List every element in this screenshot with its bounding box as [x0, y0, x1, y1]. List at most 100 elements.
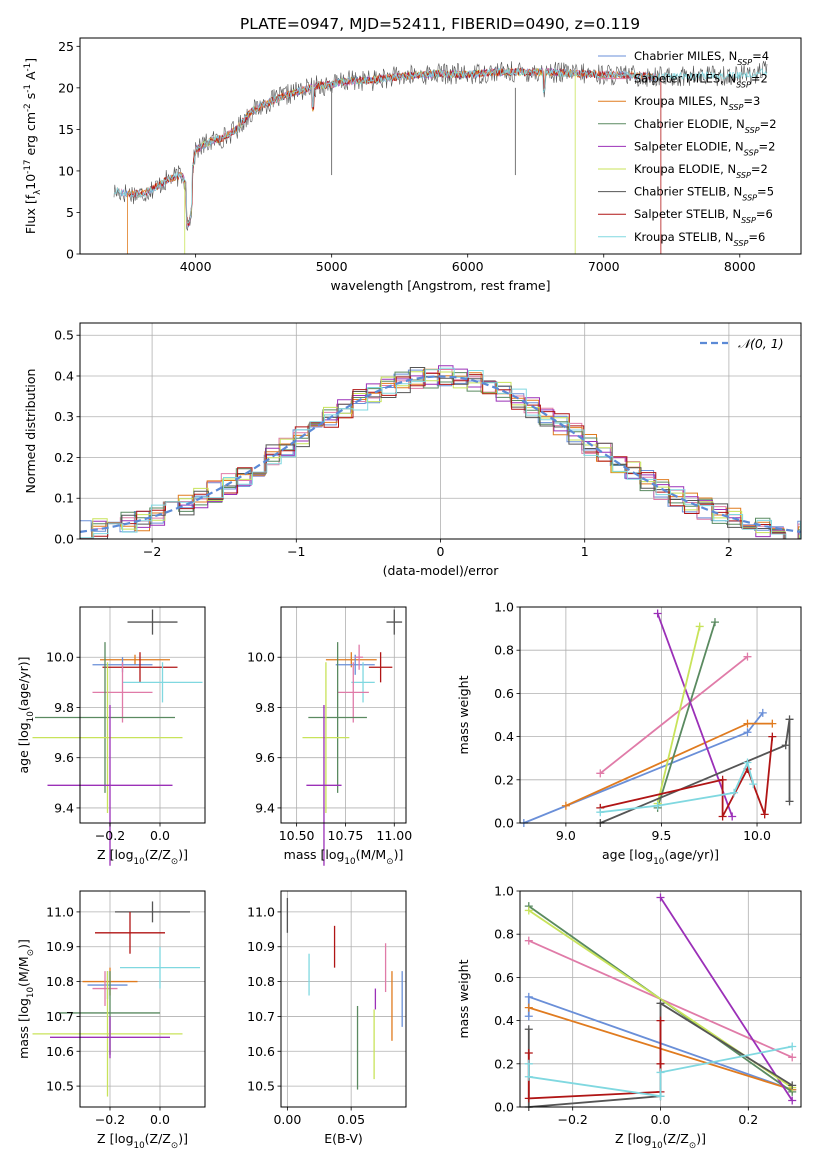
- x-tick-label: 6000: [452, 259, 484, 274]
- histogram-kroupa-elodie: [80, 371, 801, 539]
- y-tick-label: 10.6: [46, 1044, 74, 1059]
- histogram-kroupa-miles: [80, 368, 801, 539]
- data-point: [730, 788, 739, 797]
- y-tick-label: 9.4: [255, 800, 275, 815]
- series-kroupa-stelib: [524, 1042, 797, 1101]
- y-tick-label: 0.0: [54, 532, 74, 547]
- y-tick-label: 0.8: [494, 927, 514, 942]
- y-tick-label: 25: [58, 39, 74, 54]
- plot-area: [286, 897, 403, 1090]
- series-line: [600, 736, 774, 817]
- y-tick-label: 9.8: [255, 700, 275, 715]
- errorbar-point: [335, 654, 375, 675]
- plot-area: [80, 365, 801, 539]
- data-point: [524, 1012, 533, 1021]
- errorbar-point: [32, 971, 183, 1097]
- data-point: [758, 708, 767, 717]
- data-point: [596, 769, 605, 778]
- data-point: [710, 618, 719, 627]
- data-point: [524, 1003, 533, 1012]
- data-point: [656, 1059, 665, 1068]
- data-point: [524, 1094, 533, 1103]
- y-tick-label: 0.2: [494, 1056, 514, 1071]
- y-tick-label: 10.7: [46, 1009, 74, 1024]
- y-tick-label: 10.5: [247, 1079, 275, 1094]
- plot-area: [113, 60, 768, 254]
- grid-lines: [80, 607, 205, 823]
- errorbar-point: [308, 642, 367, 793]
- y-tick-label: 10: [58, 163, 74, 178]
- x-tick-label: −1: [287, 544, 305, 559]
- data-point: [524, 1025, 533, 1034]
- histogram-kroupa-stelib: [80, 367, 801, 539]
- series-salpeter-miles: [596, 652, 752, 778]
- legend: Chabrier MILES, NSSP=4 Salpeter MILES, NS…: [598, 49, 777, 247]
- data-point: [788, 1053, 797, 1062]
- data-point: [743, 758, 752, 767]
- series-line: [599, 655, 749, 775]
- series-line: [599, 719, 791, 824]
- data-point: [728, 812, 737, 821]
- axes-frame: [280, 890, 407, 1108]
- y-axis-label: age [log10(age/yr)]: [16, 656, 36, 773]
- y-axis-label: Flux [fλ10-17 erg cm-2 s-1 A-1]: [23, 58, 43, 234]
- data-point: [785, 797, 794, 806]
- y-tick-label: 0.6: [494, 970, 514, 985]
- data-point: [743, 652, 752, 661]
- panel-spectrum: 4000 5000 6000 7000 8000 0 5 10 15 20 25 wavelength…: [23, 37, 802, 293]
- series-kroupa-miles: [561, 719, 777, 810]
- y-tick-label: 11.0: [247, 904, 275, 919]
- y-tick-label: 11.0: [46, 904, 74, 919]
- panel-mass-vs-Z: −0.2 0.0 10.5 10.6 10.7 10.8 10.9 11.0 Z [log10(…: [16, 890, 206, 1151]
- x-tick-label: 1: [581, 544, 589, 559]
- y-tick-label: 10.5: [46, 1079, 74, 1094]
- x-axis-label: E(B-V): [324, 1131, 363, 1146]
- y-tick-label: 1.0: [494, 600, 514, 615]
- x-tick-label: 4000: [180, 259, 212, 274]
- axes-frame: [519, 890, 802, 1108]
- data-point: [785, 715, 794, 724]
- y-tick-label: 0.5: [54, 328, 74, 343]
- plot-area: [524, 893, 797, 1111]
- histogram-salpeter-elodie: [80, 365, 801, 539]
- errorbar-point: [351, 662, 375, 703]
- legend-label: Kroupa STELIB, NSSP=6: [634, 230, 765, 248]
- y-tick-label: 10.6: [247, 1044, 275, 1059]
- legend-label: Chabrier STELIB, NSSP=5: [634, 185, 774, 203]
- y-tick-label: 10.0: [46, 650, 74, 665]
- data-point: [788, 1096, 797, 1105]
- axes-frame: [79, 606, 206, 824]
- series-line: [656, 626, 701, 804]
- axes-frame: [79, 37, 802, 255]
- errorbar-point: [102, 652, 178, 683]
- series-salpeter-elodie: [656, 893, 797, 1105]
- panel-mass-vs-ebv: 0.00 0.05 10.5 10.6 10.7 10.8 10.9 11.0 E(B-V): [247, 890, 407, 1146]
- x-axis-label: Z [log10(Z/Z⊙)]: [615, 1131, 706, 1151]
- x-axis-label: (data-model)/error: [383, 563, 500, 578]
- y-tick-label: 0.2: [494, 772, 514, 787]
- data-point: [596, 808, 605, 817]
- histogram-chabrier-elodie: [80, 371, 801, 539]
- y-tick-label: 10.8: [46, 974, 74, 989]
- x-axis-label: Z [log10(Z/Z⊙)]: [97, 847, 188, 867]
- legend: 𝒩(0, 1): [700, 336, 784, 351]
- y-tick-label: 20: [58, 80, 74, 95]
- y-tick-label: 10.7: [247, 1009, 275, 1024]
- y-tick-label: 0.4: [54, 368, 74, 383]
- data-point: [768, 719, 777, 728]
- panel-age-vs-Z: −0.2 0.0 9.4 9.6 9.8 10.0 Z [log10(Z/Z⊙)] age […: [16, 606, 206, 867]
- spectrum-salpeter-elodie: [181, 67, 577, 226]
- data-point: [524, 992, 533, 1001]
- y-tick-label: 0: [66, 247, 74, 262]
- y-tick-label: 0.0: [494, 1100, 514, 1115]
- x-axis-label: age [log10(age/yr)]: [602, 847, 719, 867]
- x-tick-label: −0.2: [95, 1112, 125, 1127]
- axes-frame: [519, 606, 802, 824]
- y-tick-label: 0.6: [494, 686, 514, 701]
- x-tick-label: 10.0: [743, 828, 771, 843]
- x-tick-label: 10.75: [328, 828, 364, 843]
- data-point: [718, 775, 727, 784]
- errorbar-point: [115, 901, 190, 923]
- grid-lines: [80, 891, 205, 1107]
